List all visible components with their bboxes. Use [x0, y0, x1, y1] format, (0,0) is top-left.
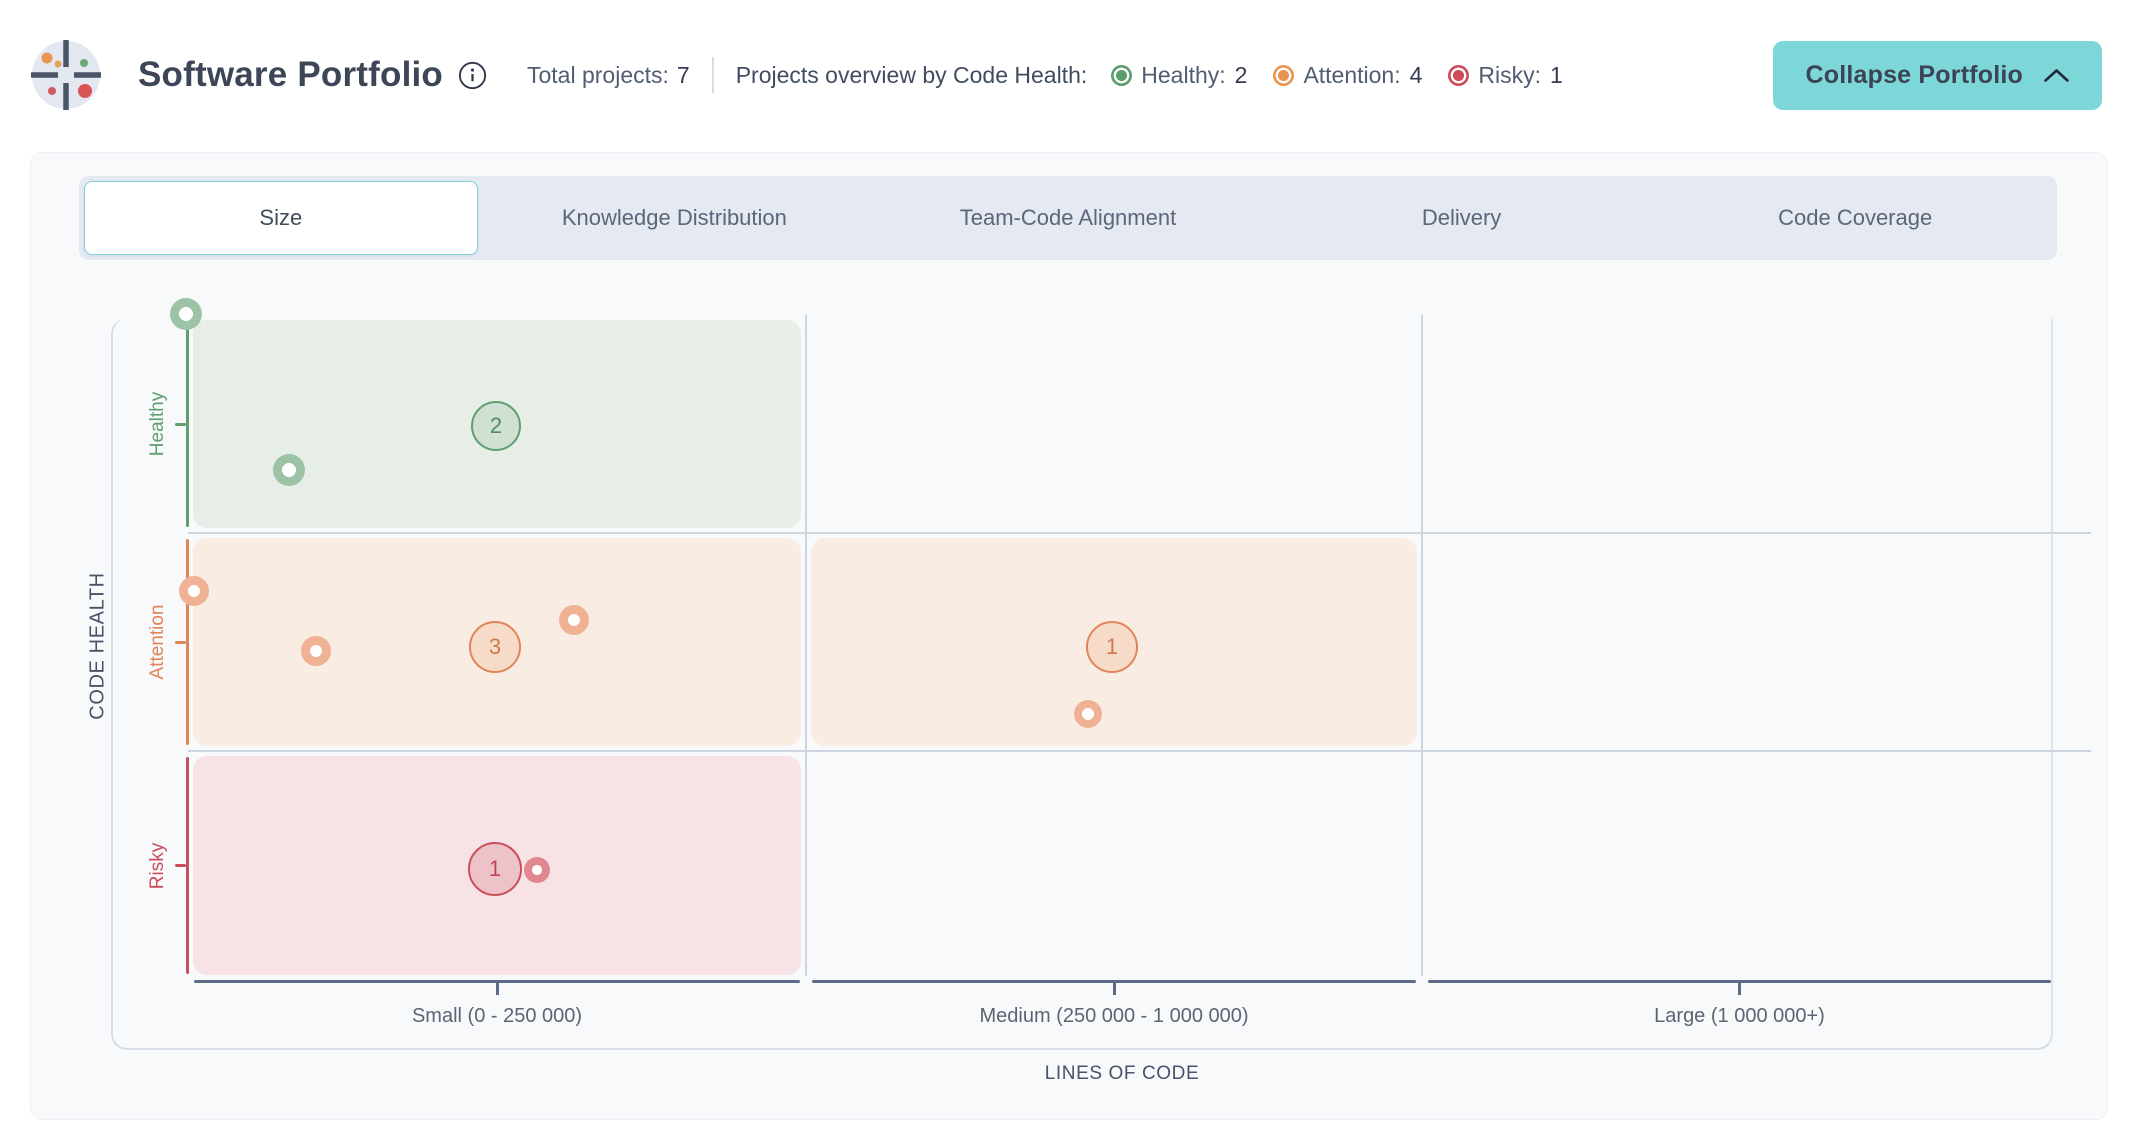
y-axis-tick-healthy [175, 422, 186, 426]
project-dot-attention-small[interactable] [559, 605, 589, 635]
overview-label: Projects overview by Code Health: [735, 61, 1088, 88]
x-axis-tick-large [1738, 983, 1741, 995]
chart-frame [111, 318, 2053, 1050]
header-divider [711, 57, 714, 93]
gridline-horizontal [188, 750, 2091, 752]
y-axis-tick-risky [175, 864, 186, 867]
y-axis-label-healthy: Healthy [147, 391, 168, 457]
y-axis-segment-attention [186, 539, 189, 745]
project-dot-risky-small[interactable] [524, 857, 550, 883]
legend-item-healthy: Healthy: 2 [1111, 62, 1247, 89]
header-stats: Total projects: 7 Projects overview by C… [527, 57, 1563, 93]
tab-knowledge-distribution[interactable]: Knowledge Distribution [561, 205, 787, 230]
code-health-legend: Healthy: 2 Attention: 4 Risky: 1 [1111, 62, 1563, 89]
page-title: Software Portfolio [138, 55, 443, 94]
portfolio-panel: Size Knowledge Distribution Team-Code Alig… [30, 152, 2108, 1120]
tab-delivery[interactable]: Delivery [1421, 205, 1502, 230]
x-axis-title: LINES OF CODE [1044, 1063, 1200, 1084]
project-dot-healthy-small[interactable] [273, 454, 305, 486]
header: Software Portfolio Total projects: 7 Pro… [0, 0, 2138, 150]
chart-zone: CODE HEALTH Healthy Attention Risky Small (… [31, 260, 2109, 1120]
status-ring-icon [1111, 64, 1133, 86]
gridline-vertical [1421, 315, 1423, 976]
plot-area: Healthy Attention Risky Small (0 - 250 000)… [147, 298, 2091, 1084]
project-dot-attention-medium[interactable] [1074, 700, 1102, 728]
x-axis-segment-medium [812, 980, 1416, 983]
tab-code-coverage[interactable]: Code Coverage [1778, 205, 1933, 230]
status-ring-icon [1448, 64, 1470, 86]
portfolio-quadrant-logo [31, 40, 101, 110]
x-axis-tick-small [495, 983, 499, 995]
chevron-up-icon [2044, 68, 2069, 82]
collapse-portfolio-label: Collapse Portfolio [1805, 60, 2023, 89]
count-bubble-risky-small[interactable]: 1 [468, 842, 522, 896]
y-axis-segment-healthy [186, 321, 189, 527]
project-dot-attention-small[interactable] [179, 576, 209, 606]
status-ring-icon [1273, 64, 1295, 86]
legend-item-attention: Attention: 4 [1273, 62, 1422, 89]
count-bubble-healthy-small[interactable]: 2 [471, 401, 521, 451]
total-projects-label: Total projects: [527, 61, 669, 88]
count-bubble-attention-small[interactable]: 3 [469, 621, 521, 673]
x-axis-label-large: Large (1 000 000+) [1654, 1005, 1825, 1027]
legend-item-risky: Risky: 1 [1448, 61, 1563, 89]
x-axis-segment-large [1428, 980, 2051, 983]
total-projects-value: 7 [676, 61, 690, 88]
collapse-portfolio-button[interactable]: Collapse Portfolio [1773, 40, 2102, 110]
y-axis-title: CODE HEALTH [86, 572, 109, 720]
legend-label: Attention: [1303, 61, 1401, 88]
tab-size[interactable]: Size [84, 181, 478, 255]
legend-value: 2 [1234, 61, 1248, 88]
count-bubble-attention-medium[interactable]: 1 [1086, 621, 1138, 673]
legend-label: Risky: [1478, 61, 1542, 88]
gridline-horizontal [188, 532, 2091, 534]
legend-label: Healthy: [1141, 61, 1226, 88]
x-axis-tick-medium [1112, 983, 1116, 995]
legend-value: 4 [1409, 61, 1423, 88]
tab-bar: Size Knowledge Distribution Team-Code Alig… [79, 176, 2057, 260]
y-axis-tick-attention [175, 640, 186, 644]
project-dot-attention-small[interactable] [301, 636, 331, 666]
gridline-vertical [805, 315, 807, 976]
y-axis-label-attention: Attention [147, 604, 168, 680]
tab-team-code-alignment[interactable]: Team-Code Alignment [959, 205, 1177, 230]
x-axis-label-small: Small (0 - 250 000) [411, 1005, 583, 1027]
x-axis-label-medium: Medium (250 000 - 1 000 000) [979, 1005, 1249, 1027]
project-dot-healthy-small[interactable] [170, 298, 202, 330]
y-axis-segment-risky [186, 757, 189, 974]
x-axis-segment-small [194, 980, 800, 983]
info-icon[interactable] [457, 60, 487, 90]
y-axis-label-risky: Risky [147, 842, 168, 889]
legend-value: 1 [1550, 61, 1563, 88]
